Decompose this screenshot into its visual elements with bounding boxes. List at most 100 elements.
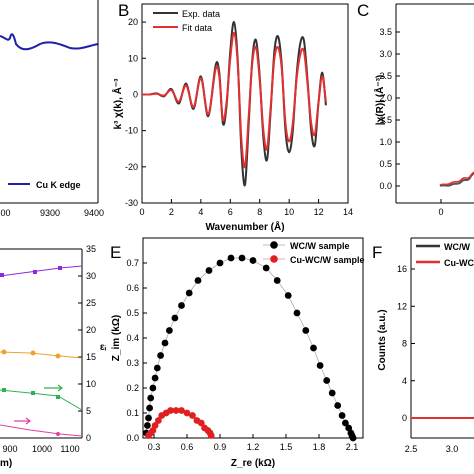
wc-w-data-point bbox=[171, 314, 179, 322]
panel-c-fit-curve bbox=[439, 171, 474, 186]
legend-label-exp-data: Exp. data bbox=[182, 9, 220, 19]
panel-d-pink-marker bbox=[56, 432, 60, 436]
panel-d-ytick-label: 20 bbox=[86, 325, 96, 335]
cu-wc-w-data-point bbox=[183, 409, 191, 417]
wc-w-data-point bbox=[338, 412, 346, 419]
panel-d-xtick: 900 bbox=[2, 444, 17, 454]
cu-wc-w-data-point bbox=[155, 417, 162, 424]
series-fit-data-line bbox=[141, 31, 327, 169]
panel-c-ytick-label: 0.0 bbox=[379, 181, 392, 191]
panel-f-ytick-label: 8 bbox=[402, 339, 407, 349]
panel-c-exp-curve bbox=[439, 172, 474, 187]
wc-w-data-point bbox=[249, 257, 257, 264]
wc-w-data-point bbox=[316, 362, 324, 369]
panel-d-green-marker bbox=[56, 395, 60, 399]
panel-e-xtick-label: 1.8 bbox=[313, 442, 326, 452]
panel-d-ytick-label: 25 bbox=[86, 298, 96, 308]
panel-d-orange-marker bbox=[55, 353, 61, 359]
panel-a-cu-edge-curve bbox=[0, 33, 99, 51]
wc-w-data-point bbox=[161, 339, 169, 347]
legend-marker-wc-w bbox=[270, 241, 278, 249]
panel-d-ytick-label: 30 bbox=[86, 271, 96, 281]
panel-f-ytick-label: 12 bbox=[397, 301, 407, 311]
panel-f-y-ticks: 0 4 8 12 16 bbox=[397, 264, 415, 423]
panel-b-y-label: k³ χ(k), Å⁻³ bbox=[111, 78, 124, 130]
panel-e-x-ticks: 0.3 0.6 0.9 1.2 1.5 1.8 2.1 bbox=[148, 434, 359, 452]
wc-w-data-point bbox=[166, 327, 173, 334]
legend-label-f-cu-wc: Cu-WC bbox=[444, 258, 474, 268]
panel-d-pink-arrow bbox=[14, 417, 31, 425]
panel-b-xtick-label: 0 bbox=[139, 207, 144, 217]
panel-b-ytick-label: 0 bbox=[133, 89, 138, 99]
wc-w-data-point bbox=[284, 292, 292, 299]
panel-f-xtick: 2.5 bbox=[405, 444, 418, 454]
panel-f-ytick-label: 0 bbox=[402, 413, 407, 423]
panel-b-ytick-label: 20 bbox=[128, 17, 138, 27]
cu-wc-w-data-point bbox=[151, 422, 159, 429]
wc-w-data-point bbox=[146, 404, 154, 412]
wc-w-data-point bbox=[310, 344, 317, 352]
panel-f: F 0 4 8 12 16 WC/W Cu-WC 2.5 3.0 Counts (a.u… bbox=[372, 237, 474, 454]
wc-w-data-point bbox=[262, 264, 270, 272]
panel-e-ytick-label: 0.3 bbox=[126, 358, 139, 368]
panel-d-purple-marker bbox=[33, 270, 37, 274]
panel-c-ytick-label: 3.0 bbox=[379, 49, 392, 59]
panel-d-xtick: 1100 bbox=[60, 444, 79, 454]
panel-d-purple-series bbox=[0, 265, 83, 277]
legend-marker-cu-wc-w bbox=[270, 255, 278, 263]
panel-e-y-label: Z_im (kΩ) bbox=[111, 315, 122, 361]
wc-w-data-point bbox=[149, 384, 157, 392]
panel-b-ytick-label: -20 bbox=[125, 162, 138, 172]
panel-e-ytick-label: 0.4 bbox=[126, 333, 139, 343]
panel-d-purple-marker bbox=[58, 266, 62, 270]
panel-e-xtick-label: 1.2 bbox=[247, 442, 260, 452]
panel-letter-e: E bbox=[110, 243, 121, 262]
panel-c-y-ticks: 0.0 0.5 1.0 1.5 2.0 2.5 3.0 3.5 bbox=[379, 27, 400, 191]
panel-letter-c: C bbox=[357, 1, 369, 20]
wc-w-data-point bbox=[323, 377, 331, 384]
panel-d-y-label: εᵢ bbox=[100, 342, 107, 353]
wc-w-data-point bbox=[185, 289, 193, 297]
wc-w-data-point bbox=[157, 352, 165, 359]
panel-c-y-label: |χ(R)| (Å⁻³) bbox=[373, 75, 386, 126]
panel-d-green-arrow bbox=[44, 384, 63, 392]
panel-b-x-label: Wavenumber (Å) bbox=[205, 220, 284, 233]
panel-e-xtick-label: 0.9 bbox=[214, 442, 227, 452]
panel-d-purple-marker bbox=[0, 273, 4, 277]
panel-e-ytick-label: 0.1 bbox=[126, 408, 139, 418]
panel-e-ytick-label: 0.0 bbox=[126, 433, 139, 443]
wc-w-data-point bbox=[151, 374, 159, 382]
wc-w-data-point bbox=[205, 267, 213, 274]
panel-d-ytick-label: 10 bbox=[86, 379, 96, 389]
panel-e-xtick-label: 2.1 bbox=[346, 442, 359, 452]
panel-d-green-marker bbox=[2, 388, 6, 392]
panel-c-ytick-label: 1.5 bbox=[379, 115, 392, 125]
wc-w-data-point bbox=[153, 364, 161, 372]
panel-d-ytick-label: 35 bbox=[86, 244, 96, 254]
legend-label-fit-data: Fit data bbox=[182, 23, 212, 33]
panel-b-xtick-label: 8 bbox=[257, 207, 262, 217]
panel-d-orange-series bbox=[0, 351, 83, 359]
panel-b-ytick-label: -30 bbox=[125, 198, 138, 208]
panel-e: E 0.3 0.6 0.9 1.2 1.5 1.8 2.1 0.00.10.20.30.40… bbox=[110, 237, 365, 469]
panel-d-y-ticks: 0 5 10 15 20 25 30 35 bbox=[78, 244, 96, 443]
wc-w-data-point bbox=[147, 394, 155, 402]
panel-d: 0 5 10 15 20 25 30 35 εᵢ 900 1000 1100 m) bbox=[0, 244, 107, 469]
panel-c-ytick-label: 3.5 bbox=[379, 27, 392, 37]
series-wc-w-points bbox=[142, 254, 357, 442]
panel-b-xtick-label: 4 bbox=[198, 207, 203, 217]
panel-a-legend-label: Cu K edge bbox=[36, 180, 81, 190]
panel-b-frame bbox=[141, 3, 349, 204]
panel-e-ytick-label: 0.6 bbox=[126, 283, 139, 293]
panel-c-ytick-label: 2.5 bbox=[379, 71, 392, 81]
panel-d-x-label: m) bbox=[0, 458, 12, 469]
wc-w-data-point bbox=[334, 402, 342, 409]
wc-w-data-point bbox=[144, 422, 151, 429]
panel-d-green-marker bbox=[31, 391, 35, 395]
panel-b-xtick-label: 6 bbox=[228, 207, 233, 217]
wc-w-data-point bbox=[302, 327, 310, 334]
panel-a: Cu K edge 200 9300 9400 bbox=[0, 0, 104, 218]
panel-b-x-ticks: 0 2 4 6 8 10 12 14 bbox=[139, 199, 353, 217]
panel-c-ytick-label: 2.0 bbox=[379, 93, 392, 103]
panel-c-ytick-label: 1.0 bbox=[379, 137, 392, 147]
